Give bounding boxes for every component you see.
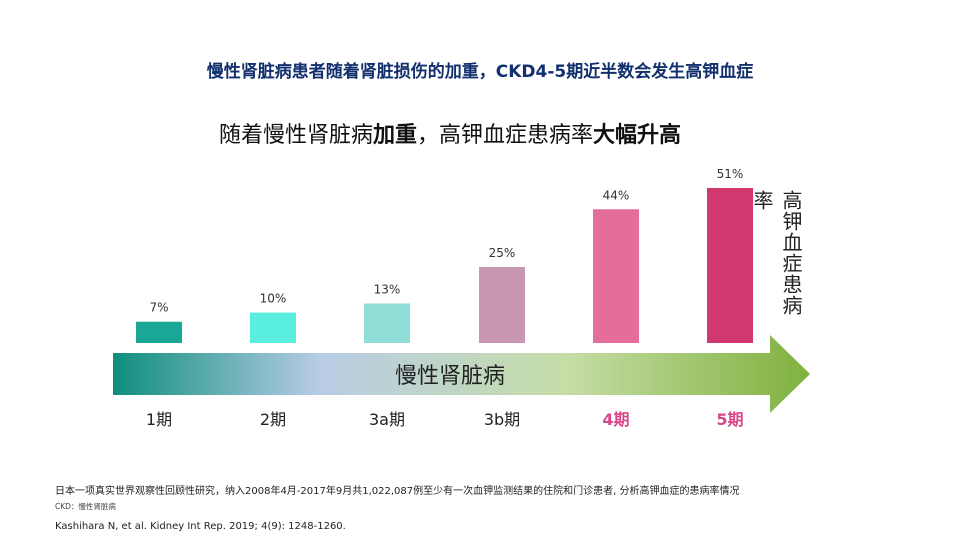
category-label: 3a期 (369, 410, 405, 429)
category-label: 5期 (716, 410, 743, 429)
subtitle-part1: 随着慢性肾脏病 (218, 123, 373, 148)
slide-title: 慢性肾脏病患者随着肾脏损伤的加重，CKD4-5期近半数会发生高钾血症 (206, 62, 754, 82)
arrow-label: 慢性肾脏病 (394, 364, 505, 389)
bar-value-label: 44% (603, 188, 630, 202)
category-label: 2期 (260, 410, 286, 429)
bar-value-label: 51% (717, 167, 744, 181)
reference-citation: Kashihara N, et al. Kidney Int Rep. 2019… (55, 521, 346, 532)
bar-5期 (707, 188, 753, 343)
bar-value-label: 13% (374, 282, 401, 296)
bar-value-label: 25% (489, 246, 516, 260)
bar-2期 (250, 312, 296, 343)
subtitle-emphasis-2: 大幅升高 (593, 123, 682, 148)
ckd-progression-arrow (113, 335, 810, 413)
abbreviation-note: CKD：慢性肾脏病 (55, 502, 116, 511)
bar-value-label: 10% (260, 292, 287, 306)
bar-3b期 (479, 267, 525, 343)
subtitle-part3: ，高钾血症患病率 (417, 123, 594, 148)
category-label: 4期 (602, 410, 629, 429)
bar-4期 (593, 209, 639, 343)
subtitle-emphasis-1: 加重 (372, 123, 417, 148)
bar-value-label: 7% (149, 301, 168, 315)
y-axis-label: 高钾血症患病率 (750, 190, 803, 316)
study-footnote: 日本一项真实世界观察性回顾性研究，纳入2008年4月-2017年9月共1,022… (55, 486, 740, 497)
bar-3a期 (364, 303, 410, 343)
category-label: 1期 (146, 410, 172, 429)
category-label: 3b期 (484, 410, 520, 429)
slide-subtitle: 随着慢性肾脏病加重，高钾血症患病率大幅升高 (0, 117, 900, 149)
bar-1期 (136, 321, 182, 343)
